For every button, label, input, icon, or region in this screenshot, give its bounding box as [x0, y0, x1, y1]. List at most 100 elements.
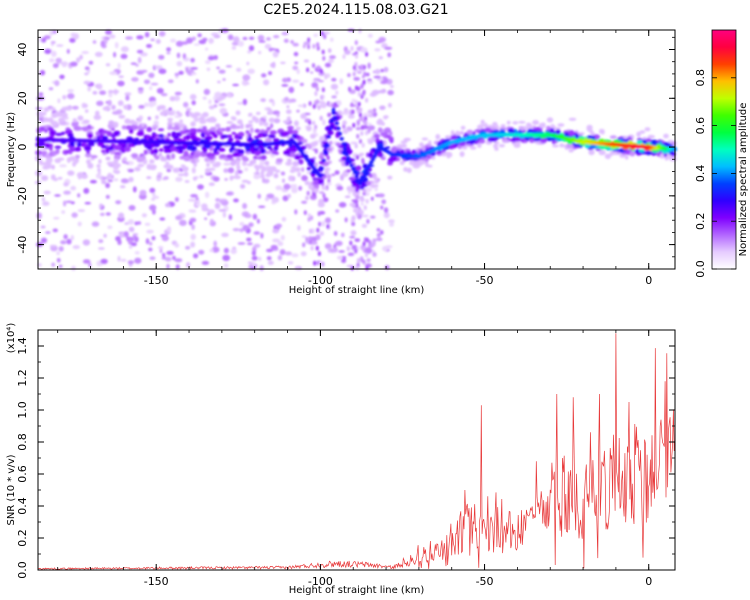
spectrogram-cell: [324, 167, 331, 172]
spectrogram-cell: [308, 236, 312, 241]
y-tick-label: 0.0: [16, 561, 29, 579]
spectrogram-cell: [56, 258, 61, 263]
spectrogram-cell: [82, 239, 91, 246]
spectrogram-cell: [366, 258, 371, 263]
spectrogram-cell: [326, 182, 332, 186]
spectrogram-cell: [371, 172, 377, 179]
spectrogram-cell: [151, 100, 157, 106]
spectrogram-cell: [54, 145, 62, 149]
spectrogram-cell: [313, 260, 317, 266]
spectrogram-cell: [154, 155, 160, 160]
spectrogram-cell: [362, 112, 370, 118]
spectrogram-y-axis: -40 -20 0 20 40: [16, 36, 675, 270]
spectrogram-cell: [284, 251, 292, 256]
spectrogram-cell: [310, 133, 316, 139]
spectrogram-cell: [77, 209, 86, 213]
spectrogram-cell: [355, 203, 359, 208]
spectrogram-cell: [248, 222, 254, 227]
spectrogram-cell: [282, 178, 285, 183]
spectrogram-cell: [82, 119, 90, 124]
spectrogram-cell: [155, 39, 161, 44]
spectrogram-cell: [364, 252, 369, 258]
spectrogram-cell: [364, 169, 369, 174]
spectrogram-cell: [540, 122, 546, 127]
spectrogram-cell: [146, 44, 152, 48]
spectrogram-cell: [390, 85, 394, 88]
spectrogram-cell: [262, 115, 267, 119]
spectrogram-cell: [118, 212, 125, 219]
spectrogram-cell: [369, 160, 374, 165]
spectrogram-cell: [213, 55, 218, 60]
spectrogram-cell: [344, 152, 349, 157]
spectrogram-cell: [49, 30, 54, 36]
spectrogram-cell: [44, 142, 51, 149]
spectrogram-cell: [71, 212, 78, 218]
spectrogram-cell: [245, 82, 250, 85]
spectrogram-cell: [209, 126, 217, 132]
spectrogram-cell: [311, 228, 315, 234]
y-tick-label: 20: [16, 91, 29, 105]
spectrogram-cell: [341, 142, 346, 146]
spectrogram-cell: [158, 105, 165, 110]
spectrogram-cell: [466, 129, 474, 135]
spectrogram-cell: [65, 200, 73, 204]
spectrogram-cell: [183, 101, 189, 108]
spectrogram-cell: [201, 203, 208, 210]
spectrogram-cell: [629, 151, 636, 157]
spectrogram-cell: [484, 128, 491, 132]
spectrogram-cell: [166, 51, 171, 55]
spectrogram-cell: [117, 100, 124, 106]
spectrogram-cell: [301, 175, 308, 182]
spectrogram-cell: [105, 182, 110, 189]
spectrogram-cell: [328, 140, 333, 145]
spectrogram-cell: [286, 116, 292, 121]
spectrogram-cell: [260, 232, 264, 239]
spectrogram-cell: [139, 189, 147, 196]
spectrogram-cell: [227, 167, 235, 174]
spectrogram-cell: [62, 95, 67, 100]
y-tick-label: 0.2: [16, 529, 29, 547]
spectrogram-cell: [493, 141, 500, 145]
spectrogram-cell: [176, 61, 183, 67]
spectrogram-cell: [624, 155, 629, 160]
spectrogram-cell: [366, 219, 370, 224]
spectrogram-cell: [287, 193, 291, 199]
spectrogram-cell: [105, 156, 111, 161]
spectrogram-cell: [120, 143, 128, 147]
spectrogram-cell: [388, 219, 395, 223]
spectrogram-cell: [310, 215, 314, 221]
spectrogram-cell: [52, 63, 59, 69]
spectrogram-cell: [239, 228, 244, 233]
spectrogram-cell: [186, 262, 191, 268]
spectrogram-cell: [307, 44, 311, 50]
spectrogram-cell: [193, 117, 200, 123]
spectrogram-cell: [289, 169, 296, 174]
spectrogram-cell: [204, 157, 211, 163]
spectrogram-cell: [66, 48, 70, 54]
spectrogram-cell: [205, 60, 211, 65]
spectrogram-cell: [512, 121, 519, 125]
spectrogram-cell: [598, 149, 606, 156]
spectrogram-cell: [159, 217, 166, 221]
spectrogram-cell: [241, 179, 249, 183]
spectrogram-cell: [247, 242, 253, 246]
spectrogram-cell: [267, 167, 271, 173]
spectrogram-cell: [263, 79, 270, 86]
spectrogram-cell: [158, 31, 166, 37]
spectrogram-cell: [88, 60, 94, 65]
spectrogram-cell: [189, 94, 197, 100]
spectrogram-cell: [339, 137, 344, 141]
spectrogram-cell: [81, 51, 89, 54]
spectrogram-cell: [383, 212, 390, 219]
spectrogram-cell: [331, 111, 336, 115]
spectrogram-cell: [302, 44, 306, 49]
spectrogram-cell: [638, 148, 645, 153]
spectrogram-cell: [303, 59, 310, 63]
spectrogram-cell: [235, 160, 241, 166]
spectrogram-cell: [171, 153, 176, 160]
spectrogram-cell: [164, 256, 172, 262]
spectrogram-cell: [63, 190, 71, 195]
spectrogram-cell: [204, 191, 210, 199]
spectrogram-cell: [275, 223, 282, 228]
spectrogram-cell: [566, 143, 574, 149]
